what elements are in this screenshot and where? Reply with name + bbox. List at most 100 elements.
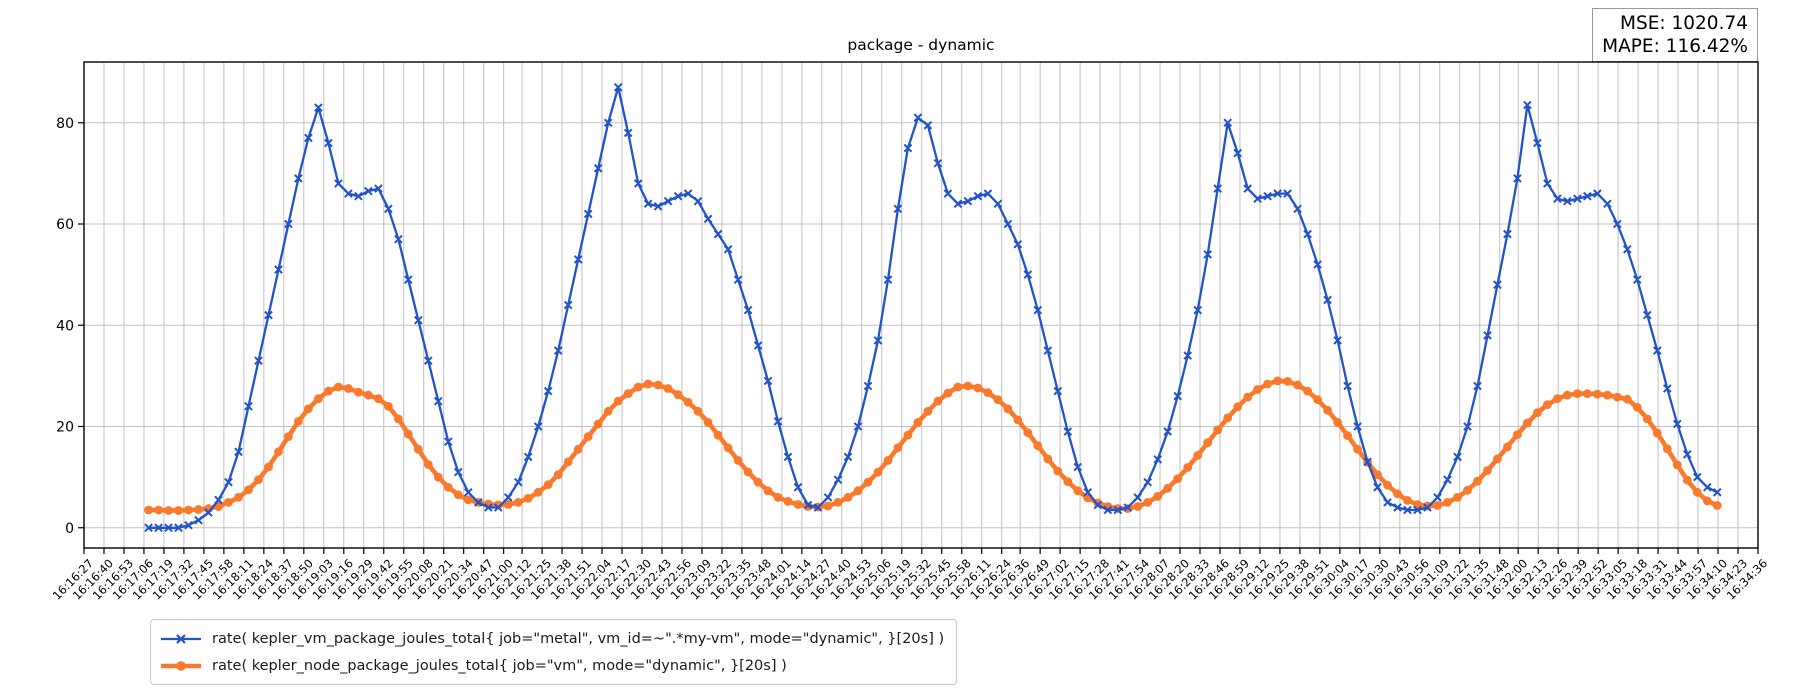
circle-marker (1333, 418, 1342, 427)
circle-marker (1593, 389, 1602, 399)
circle-marker (613, 396, 623, 406)
legend-line-circle-marker-icon (161, 660, 201, 671)
circle-marker (863, 477, 873, 487)
circle-marker (304, 404, 313, 414)
circle-marker (623, 389, 633, 398)
circle-marker (583, 432, 593, 441)
stats-mape: MAPE: 116.42% (1602, 36, 1748, 57)
circle-marker (783, 497, 793, 506)
circle-marker (1513, 430, 1522, 439)
circle-marker (1293, 380, 1302, 390)
circle-marker (374, 394, 383, 404)
circle-marker (394, 414, 403, 424)
y-tick-label: 80 (56, 116, 74, 132)
stats-mse: MSE: 1020.74 (1619, 13, 1748, 34)
circle-marker (324, 386, 333, 396)
circle-marker (1233, 402, 1243, 412)
circle-marker (1383, 480, 1392, 490)
circle-marker (1682, 475, 1692, 485)
circle-marker (1073, 486, 1083, 496)
circle-marker (673, 390, 683, 399)
circle-marker (423, 460, 433, 469)
circle-marker (683, 397, 693, 407)
circle-marker (1553, 394, 1562, 404)
circle-marker (1253, 385, 1262, 394)
circle-marker (274, 447, 283, 457)
series-vm-package-metal (144, 82, 1722, 533)
circle-marker (1043, 454, 1053, 464)
circle-marker (843, 493, 853, 502)
circle-marker (1603, 390, 1612, 400)
circle-marker (1483, 466, 1492, 475)
circle-marker (873, 467, 883, 477)
plot-border (83, 61, 1759, 549)
gridlines (83, 62, 1759, 548)
legend: rate( kepler_vm_package_joules_total{ jo… (150, 619, 958, 685)
circle-marker (753, 477, 763, 487)
circle-marker (234, 493, 243, 502)
circle-marker (194, 505, 203, 514)
circle-marker (633, 382, 643, 392)
circle-marker (1053, 466, 1063, 476)
circle-marker (693, 406, 703, 416)
circle-marker (1433, 501, 1442, 510)
circle-marker (1403, 496, 1412, 505)
series-node-package-vm (144, 376, 1722, 515)
circle-marker (1393, 489, 1402, 499)
legend-item-vm-package: rate( kepler_vm_package_joules_total{ jo… (159, 625, 944, 652)
circle-marker (1133, 502, 1143, 511)
legend-line-x-marker-icon (161, 633, 201, 644)
legend-label-node-package: rate( kepler_node_package_joules_total{ … (212, 657, 787, 674)
circle-marker (963, 381, 973, 391)
circle-marker (1353, 444, 1362, 454)
circle-marker (453, 490, 463, 500)
circle-marker (1533, 408, 1542, 418)
circle-marker (1283, 377, 1292, 386)
circle-marker (1583, 389, 1592, 398)
circle-marker (883, 456, 893, 465)
circle-marker (1243, 392, 1253, 402)
circle-marker (224, 498, 233, 507)
circle-marker (1193, 451, 1203, 460)
circle-marker (1063, 477, 1073, 487)
circle-marker (1503, 442, 1512, 452)
circle-marker (1173, 474, 1183, 483)
circle-marker (1143, 498, 1153, 507)
series-line-vm-package-metal (147, 86, 1719, 529)
stats-box: MSE: 1020.74 MAPE: 116.42% (1592, 8, 1758, 62)
circle-marker (1003, 404, 1013, 414)
circle-marker (264, 462, 273, 472)
circle-marker (1163, 483, 1173, 493)
legend-label-vm-package: rate( kepler_vm_package_joules_total{ jo… (212, 630, 945, 647)
circle-marker (254, 475, 263, 485)
circle-marker (653, 380, 663, 390)
y-tick-label: 60 (56, 217, 74, 233)
circle-marker (1023, 428, 1033, 437)
circle-marker (823, 501, 833, 511)
circle-marker (1313, 395, 1322, 405)
circle-marker (1543, 400, 1552, 410)
x-markers-vm-package-metal (144, 82, 1722, 533)
circle-marker (1622, 394, 1632, 404)
circle-marker (833, 498, 843, 507)
circle-marker (603, 406, 613, 416)
circle-marker (803, 502, 813, 511)
circle-marker (344, 384, 353, 393)
circle-marker (513, 498, 523, 507)
circle-marker (1203, 438, 1213, 448)
circle-marker (174, 506, 183, 515)
circle-marker (294, 417, 303, 426)
y-tick-label: 0 (65, 521, 74, 537)
legend-item-node-package: rate( kepler_node_package_joules_total{ … (159, 652, 944, 679)
circle-marker (993, 395, 1003, 405)
circle-marker (403, 429, 413, 439)
circle-marker (1013, 415, 1023, 425)
circle-marker (1632, 402, 1642, 412)
circle-marker (413, 444, 423, 454)
axes: 16:16:2716:16:4016:16:5316:17:0616:17:19… (50, 116, 1770, 603)
circle-marker (643, 379, 653, 389)
circle-marker (563, 457, 573, 467)
circle-marker (364, 390, 373, 400)
